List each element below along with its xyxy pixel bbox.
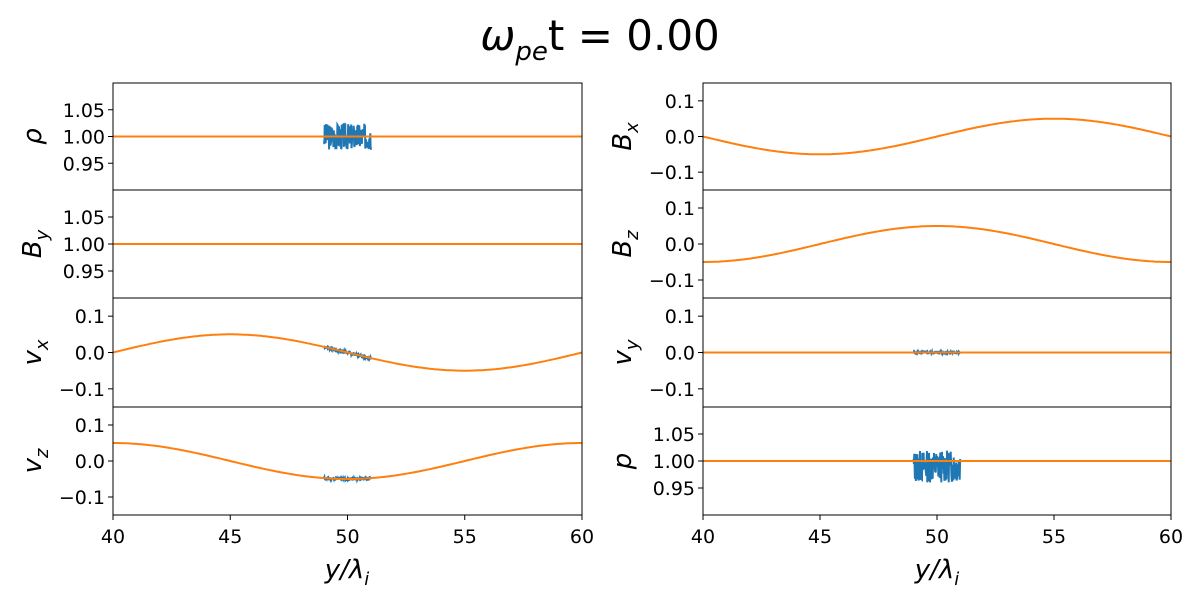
ytick-label: −0.1: [649, 379, 695, 401]
xlabel-right: y/λi: [914, 555, 960, 590]
subplot-0: 1.05 1.00 0.95 ρ: [18, 82, 583, 191]
plot-area: [113, 333, 582, 372]
subplot-4: 0.1 0.0 −0.1 Bx: [608, 82, 1172, 191]
series-model: [113, 333, 582, 372]
ytick-label: 0.0: [665, 343, 695, 365]
plot-area: [703, 450, 1171, 483]
series-measured: [912, 450, 962, 483]
ytick-label: 0.1: [665, 198, 695, 220]
ylabel: vy: [608, 339, 643, 365]
subplot-grid: 1.051.000.95ρ1.051.000.95By0.10.0−0.1vx0…: [18, 82, 1183, 548]
series-model: [703, 225, 1171, 263]
ytick-label: 1.00: [63, 127, 105, 149]
xtick-label: 40: [691, 526, 715, 548]
axes-frame: [112, 406, 583, 516]
ylabel-sub: z: [622, 230, 643, 241]
ylabel-sub: z: [32, 448, 53, 459]
plot-area: [703, 117, 1171, 156]
xtick-label: 60: [1159, 526, 1183, 548]
subplot-6: 0.1 0.0 −0.1 vy: [608, 297, 1172, 408]
series-model: [113, 442, 582, 480]
xtick-label: 50: [925, 526, 949, 548]
subplot-7: 1.05 1.00 0.95 40 45 50 55 60 p: [608, 406, 1183, 548]
ytick-label: 0.95: [653, 478, 695, 500]
ytick-label: 0.0: [75, 451, 105, 473]
ytick-label: 0.1: [665, 306, 695, 328]
subplot-5: 0.1 0.0 −0.1 Bz: [608, 189, 1172, 299]
ylabel: vz: [18, 448, 53, 473]
ylabel-main: v: [18, 350, 48, 366]
ytick-label: −0.1: [59, 487, 105, 509]
subplot-1: 1.05 1.00 0.95 By: [18, 189, 583, 299]
xtick-label: 60: [570, 526, 594, 548]
ytick-label: −0.1: [649, 162, 695, 184]
ytick-label: 1.05: [653, 424, 695, 446]
ylabel-sub: x: [622, 122, 643, 134]
ylabel: By: [18, 229, 53, 258]
ytick-label: 1.00: [63, 234, 105, 256]
ytick-label: 0.95: [63, 153, 105, 175]
plot-area: [703, 347, 1171, 357]
xtick-label: 45: [218, 526, 242, 548]
ytick-label: 0.1: [75, 415, 105, 437]
ytick-label: 1.05: [63, 207, 105, 229]
xlabel-left: y/λi: [324, 555, 370, 590]
xtick-label: 45: [808, 526, 832, 548]
figure-title: ωpet = 0.00: [480, 11, 720, 67]
series-measured: [323, 121, 372, 150]
plot-area: [113, 121, 582, 150]
ylabel-main: v: [18, 457, 48, 473]
subplot-2: 0.1 0.0 −0.1 vx: [18, 297, 583, 408]
ytick-label: 1.00: [653, 451, 695, 473]
ylabel-main: B: [608, 133, 638, 151]
axes-frame: [702, 189, 1172, 299]
ytick-label: 0.1: [75, 306, 105, 328]
subplot-3: 0.1 0.0 −0.1 40 45 50 55 60 vz: [18, 406, 594, 548]
ylabel-main: ρ: [18, 128, 48, 145]
ylabel-main: v: [608, 350, 638, 366]
ytick-label: 0.1: [665, 91, 695, 113]
ylabel: p: [608, 453, 638, 471]
ylabel: Bx: [608, 122, 643, 151]
xtick-label: 55: [1042, 526, 1066, 548]
ytick-label: 0.0: [665, 127, 695, 149]
ylabel-sub: y: [622, 339, 643, 351]
ylabel: vx: [18, 339, 53, 365]
series-model: [703, 117, 1171, 156]
ylabel-main: B: [18, 240, 48, 258]
ylabel-sub: x: [32, 339, 53, 351]
xtick-label: 40: [101, 526, 125, 548]
xtick-label: 50: [335, 526, 359, 548]
plot-area: [113, 442, 582, 484]
ytick-label: 0.0: [665, 234, 695, 256]
ytick-label: 0.95: [63, 261, 105, 283]
ytick-label: −0.1: [59, 379, 105, 401]
ylabel-main: B: [608, 240, 638, 258]
ylabel: ρ: [18, 128, 48, 145]
plot-area: [703, 225, 1171, 263]
ytick-label: 0.0: [75, 343, 105, 365]
ylabel: Bz: [608, 230, 643, 258]
ytick-label: −0.1: [649, 270, 695, 292]
ylabel-sub: y: [32, 229, 53, 241]
xtick-label: 55: [453, 526, 477, 548]
ylabel-main: p: [608, 453, 638, 471]
ytick-label: 1.05: [63, 100, 105, 122]
